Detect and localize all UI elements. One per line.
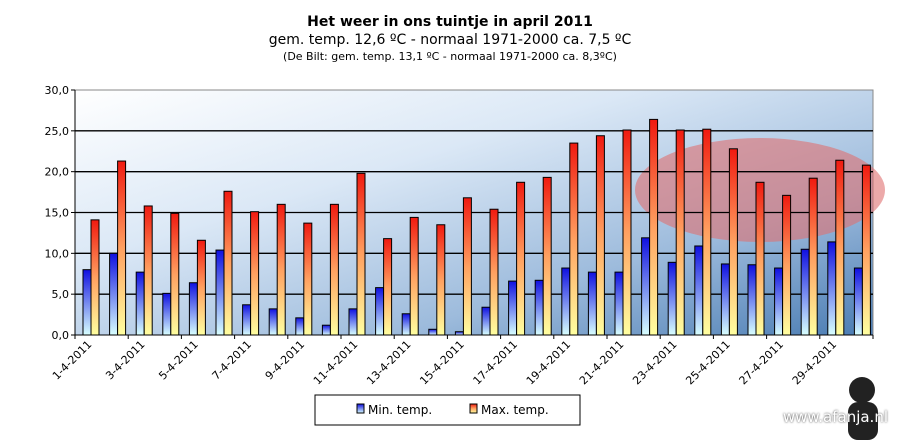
max-temp-bar xyxy=(223,190,233,336)
x-tick-label: 23-4-2011 xyxy=(630,338,679,387)
legend-label-max: Max. temp. xyxy=(481,403,549,417)
max-temp-bar xyxy=(489,208,499,336)
min-temp-bar xyxy=(720,263,730,336)
min-temp-bar xyxy=(774,267,784,336)
max-temp-bar xyxy=(595,135,605,336)
max-temp-bar xyxy=(728,148,738,336)
max-temp-bar xyxy=(675,129,685,336)
max-temp-bar xyxy=(170,212,180,336)
x-tick-label: 13-4-2011 xyxy=(364,338,413,387)
max-temp-bar xyxy=(649,118,659,336)
min-temp-bar xyxy=(800,248,810,336)
max-temp-bar xyxy=(356,172,366,336)
watermark: www.afanja.nl xyxy=(782,408,888,426)
x-tick-label: 29-4-2011 xyxy=(790,338,839,387)
x-tick-label: 5-4-2011 xyxy=(156,338,201,383)
x-tick-label: 17-4-2011 xyxy=(471,338,520,387)
max-temp-bar xyxy=(329,203,339,336)
y-tick-label: 20,0 xyxy=(45,166,70,179)
max-temp-bar xyxy=(276,203,286,336)
y-tick-label: 15,0 xyxy=(45,207,70,220)
max-temp-bar xyxy=(383,238,393,336)
x-tick-label: 19-4-2011 xyxy=(524,338,573,387)
min-temp-bar xyxy=(853,267,863,336)
min-temp-bar xyxy=(82,269,92,336)
chart-subtitle-2: (De Bilt: gem. temp. 13,1 ºC - normaal 1… xyxy=(283,50,617,63)
min-temp-bar xyxy=(534,279,544,336)
max-temp-bar xyxy=(569,142,579,336)
chart-subtitle: gem. temp. 12,6 ºC - normaal 1971-2000 c… xyxy=(268,32,632,48)
x-tick-label: 15-4-2011 xyxy=(417,338,466,387)
chart-title: Het weer in ons tuintje in april 2011 xyxy=(307,14,593,30)
min-temp-bar xyxy=(481,306,491,336)
y-tick-label: 5,0 xyxy=(52,288,70,301)
min-temp-bar xyxy=(587,271,597,336)
min-temp-bar xyxy=(321,324,331,336)
max-temp-bar xyxy=(143,205,153,336)
y-tick-label: 10,0 xyxy=(45,247,70,260)
max-temp-bar xyxy=(835,159,845,336)
silhouette-logo xyxy=(848,377,878,440)
min-temp-bar xyxy=(295,317,305,336)
x-tick-label: 3-4-2011 xyxy=(103,338,148,383)
min-temp-bar xyxy=(428,328,438,336)
min-temp-bar xyxy=(508,280,518,336)
min-temp-bar xyxy=(614,271,624,336)
max-temp-bar xyxy=(516,181,526,336)
min-temp-bar xyxy=(242,304,252,336)
legend-swatch-min xyxy=(356,403,365,414)
min-temp-bar xyxy=(162,292,172,336)
legend-swatch-max xyxy=(469,403,478,414)
max-temp-bar xyxy=(782,194,792,336)
min-temp-bar xyxy=(268,308,278,336)
min-temp-bar xyxy=(135,271,145,336)
max-temp-bar xyxy=(462,197,472,336)
min-temp-bar xyxy=(667,261,677,336)
max-temp-bar xyxy=(409,216,419,336)
min-temp-bar xyxy=(401,313,411,336)
min-temp-bar xyxy=(694,245,704,336)
x-tick-label: 11-4-2011 xyxy=(311,338,360,387)
max-temp-bar xyxy=(250,211,260,336)
max-temp-bar xyxy=(808,177,818,336)
legend-label-min: Min. temp. xyxy=(368,403,432,417)
min-temp-bar xyxy=(641,237,651,336)
x-tick-label: 7-4-2011 xyxy=(210,338,255,383)
y-tick-label: 0,0 xyxy=(52,329,70,342)
max-temp-bar xyxy=(622,129,632,336)
min-temp-bar xyxy=(561,267,571,336)
min-temp-bar xyxy=(375,287,385,336)
max-temp-bar xyxy=(90,219,100,336)
max-temp-bar xyxy=(303,222,313,336)
max-temp-bar xyxy=(436,224,446,336)
max-temp-bar xyxy=(196,239,206,336)
y-tick-label: 25,0 xyxy=(45,125,70,138)
min-temp-bar xyxy=(188,282,198,336)
min-temp-bar xyxy=(109,252,119,336)
max-temp-bar xyxy=(861,164,871,336)
max-temp-bar xyxy=(117,160,127,336)
legend: Min. temp. Max. temp. xyxy=(314,394,581,426)
min-temp-bar xyxy=(348,308,358,336)
min-temp-bar xyxy=(747,264,757,336)
min-temp-bar xyxy=(827,241,837,336)
max-temp-bar xyxy=(702,128,712,336)
y-tick-label: 30,0 xyxy=(45,84,70,97)
x-tick-label: 9-4-2011 xyxy=(263,338,308,383)
x-tick-label: 21-4-2011 xyxy=(577,338,626,387)
x-tick-label: 1-4-2011 xyxy=(50,338,95,383)
max-temp-bar xyxy=(755,181,765,336)
max-temp-bar xyxy=(542,176,552,336)
min-temp-bar xyxy=(215,249,225,336)
x-tick-label: 25-4-2011 xyxy=(683,338,732,387)
x-tick-label: 27-4-2011 xyxy=(737,338,786,387)
